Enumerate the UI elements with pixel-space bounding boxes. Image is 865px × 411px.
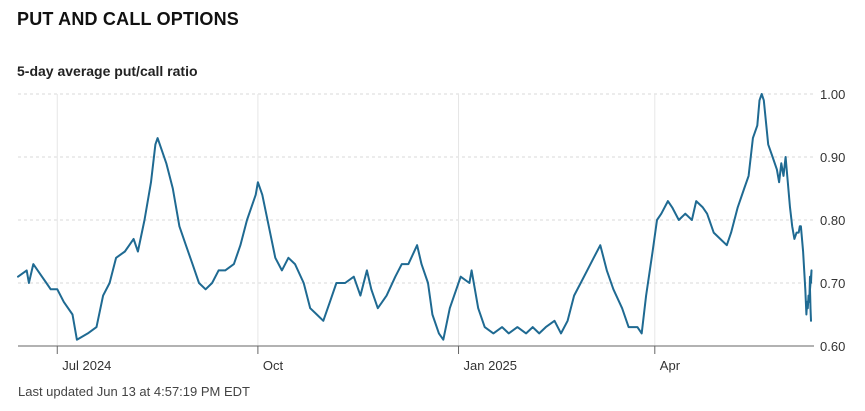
last-updated-text: Last updated Jun 13 at 4:57:19 PM EDT	[18, 384, 250, 399]
x-tick-label: Jan 2025	[464, 358, 517, 373]
vertical-gridlines	[56, 94, 656, 354]
put-call-ratio-line	[17, 93, 813, 341]
chart-title: 5-day average put/call ratio	[17, 63, 198, 79]
y-tick-label: 0.80	[820, 213, 845, 228]
horizontal-gridlines	[18, 93, 814, 284]
y-axis-tick-labels: 1.00 0.90 0.80 0.70 0.60	[820, 87, 845, 354]
y-tick-label: 0.60	[820, 339, 845, 354]
y-tick-label: 1.00	[820, 87, 845, 102]
y-tick-label: 0.90	[820, 150, 845, 165]
x-tick-label: Jul 2024	[62, 358, 111, 373]
page-title: PUT AND CALL OPTIONS	[17, 9, 240, 29]
x-tick-label: Apr	[660, 358, 681, 373]
x-axis-tick-labels: Jul 2024 Oct Jan 2025 Apr	[62, 358, 680, 373]
y-tick-label: 0.70	[820, 276, 845, 291]
x-tick-label: Oct	[263, 358, 284, 373]
